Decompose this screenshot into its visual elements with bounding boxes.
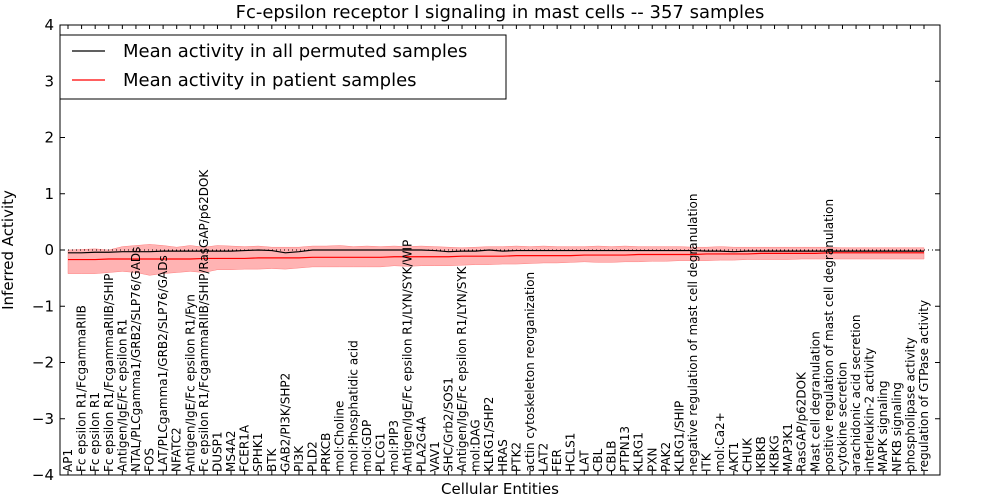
x-tick-label: ITK bbox=[700, 452, 714, 472]
y-tick-label: 3 bbox=[44, 72, 54, 90]
x-tick-label: KLRG1/SHIP bbox=[672, 401, 686, 472]
x-tick-label: mol:Ca2+ bbox=[713, 412, 727, 472]
x-tick-label: CBLB bbox=[605, 440, 619, 472]
chart-title: Fc-epsilon receptor I signaling in mast … bbox=[236, 2, 765, 23]
x-tick-label: regulation of GTPase activity bbox=[917, 300, 931, 472]
y-tick-label: 1 bbox=[44, 185, 54, 203]
x-tick-label: Fc epsilon R1/FcgammaRIIB/SHIP bbox=[102, 274, 116, 472]
x-tick-label: Antigen/IgE/Fc epsilon R1 bbox=[115, 319, 129, 472]
x-tick-label: FCER1A bbox=[238, 424, 252, 472]
legend-label-permuted: Mean activity in all permuted samples bbox=[123, 41, 467, 62]
x-tick-label: Fc epsilon R1/FcgammaRIIB bbox=[75, 305, 89, 472]
x-tick-label: NTAL/PLCgamma1/GRB2/SLP76/GADs bbox=[129, 247, 143, 472]
x-tick-label: Mast cell degranulation bbox=[808, 331, 822, 472]
x-tick-label: SPHK1 bbox=[251, 433, 265, 472]
x-tick-label: IKBKB bbox=[754, 436, 768, 472]
x-tick-label: NFKB signaling bbox=[890, 382, 904, 472]
x-tick-label: AKT1 bbox=[727, 442, 741, 472]
x-tick-label: mol:GDP bbox=[360, 420, 374, 472]
legend-box bbox=[59, 34, 507, 100]
x-tick-label: positive regulation of mast cell degranu… bbox=[822, 199, 836, 472]
series-line-permuted bbox=[68, 249, 924, 254]
x-tick-label: HRAS bbox=[496, 439, 510, 472]
x-tick-label: NFATC2 bbox=[170, 427, 184, 472]
x-tick-label: Antigen/IgE/Fc epsilon R1/LYN/SYK/WIP bbox=[401, 240, 415, 472]
y-tick-label: −2 bbox=[32, 354, 54, 372]
x-tick-label: PXN bbox=[645, 448, 659, 472]
x-tick-label: CHUK bbox=[740, 437, 754, 472]
y-tick-label: −1 bbox=[32, 297, 54, 315]
x-tick-label: DUSP1 bbox=[211, 431, 225, 472]
x-tick-label: mol:Choline bbox=[333, 401, 347, 472]
x-tick-label: MAPK signaling bbox=[876, 380, 890, 472]
x-tick-label: PLCG1 bbox=[374, 433, 388, 472]
legend: Mean activity in all permuted samples Me… bbox=[59, 34, 507, 100]
x-tick-label: AP1 bbox=[61, 449, 75, 472]
x-tick-label: FOS bbox=[143, 448, 157, 472]
x-tick-label: arachidonic acid secretion bbox=[849, 315, 863, 472]
legend-label-patient: Mean activity in patient samples bbox=[123, 70, 417, 91]
x-tick-label: VAV1 bbox=[428, 441, 442, 472]
y-tick-label: 4 bbox=[44, 16, 54, 34]
x-tick-label: PAK2 bbox=[659, 442, 673, 472]
plot-area bbox=[60, 244, 940, 276]
x-tick-label: PRKCB bbox=[319, 433, 333, 472]
x-tick-label: PI3K bbox=[292, 445, 306, 472]
x-tick-label: phospholipase activity bbox=[903, 337, 917, 472]
x-tick-label: MS4A2 bbox=[224, 431, 238, 472]
x-tick-label: PLA2G4A bbox=[414, 416, 428, 472]
x-tick-label: LAT2 bbox=[537, 443, 551, 472]
x-tick-label: PTPN13 bbox=[618, 426, 632, 472]
x-tick-label: Fc epsilon R1/FcgammaRIIB/SHIP/RasGAP/p6… bbox=[197, 169, 211, 472]
x-tick-label: LAT bbox=[577, 450, 591, 472]
y-tick-label: 0 bbox=[44, 241, 54, 259]
x-tick-label: interleukin-2 activity bbox=[863, 348, 877, 472]
y-tick-label: 2 bbox=[44, 129, 54, 147]
x-tick-label: IKBKG bbox=[768, 435, 782, 472]
y-tick-label: −4 bbox=[32, 466, 54, 484]
x-tick-label: mol:PIP3 bbox=[387, 420, 401, 472]
x-tick-label: LAT/PLCgamma1/GRB2/SLP76/GADs bbox=[156, 255, 170, 472]
x-tick-label: KLRG1 bbox=[632, 432, 646, 472]
x-tick-label: KLRG1/SHP2 bbox=[482, 397, 496, 472]
series-line-patient bbox=[68, 252, 924, 261]
x-tick-label: negative regulation of mast cell degranu… bbox=[686, 193, 700, 472]
x-tick-label: FER bbox=[550, 449, 564, 472]
x-tick-label: HCLS1 bbox=[564, 433, 578, 472]
x-tick-label: Antigen/IgE/Fc epsilon R1/LYN/SYK bbox=[455, 265, 469, 472]
x-tick-label: PLD2 bbox=[306, 441, 320, 472]
x-tick-label: BTK bbox=[265, 447, 279, 472]
x-tick-label: Fc epsilon R1 bbox=[88, 392, 102, 472]
x-tick-label: GAB2/PI3K/SHP2 bbox=[278, 373, 292, 472]
x-tick-label: actin cytoskeleton reorganization bbox=[523, 272, 537, 472]
x-tick-label: PTK2 bbox=[509, 442, 523, 472]
x-tick-label: mol:DAG bbox=[469, 419, 483, 472]
y-axis-label: Inferred Activity bbox=[0, 190, 17, 310]
y-tick-label: −3 bbox=[32, 410, 54, 428]
x-tick-label: RasGAP/p62DOK bbox=[795, 371, 809, 472]
x-tick-label: MAP3K1 bbox=[781, 423, 795, 472]
x-tick-label: SHC/Grb2/SOS1 bbox=[441, 377, 455, 472]
x-axis-label: Cellular Entities bbox=[441, 480, 559, 498]
x-tick-label: CBL bbox=[591, 448, 605, 472]
x-tick-label: cytokine secretion bbox=[836, 362, 850, 472]
x-tick-label: Antigen/IgE/Fc epsilon R1/Fyn bbox=[183, 294, 197, 472]
x-tick-label: mol:Phosphatidic acid bbox=[346, 340, 360, 472]
